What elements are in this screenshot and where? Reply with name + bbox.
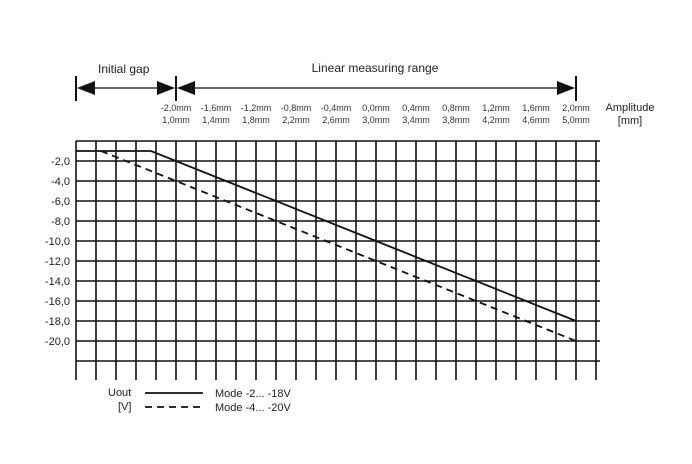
y-tick-label: -8,0 (51, 216, 70, 228)
x-tick-label-bottom: 5,0mm (562, 115, 590, 125)
y-axis-label: Uout (108, 387, 131, 399)
x-tick-label-bottom: 4,6mm (522, 115, 550, 125)
legend-label: Mode -2... -18V (215, 388, 291, 400)
x-tick-label-top: 0,0mm (362, 103, 390, 113)
x-tick-label-bottom: 2,2mm (282, 115, 310, 125)
arrowhead (77, 81, 95, 95)
x-tick-label-bottom: 1,0mm (162, 115, 190, 125)
linear-range-label: Linear measuring range (312, 61, 439, 75)
y-tick-label: -12,0 (45, 256, 70, 268)
x-tick-label-top: 0,4mm (402, 103, 430, 113)
x-tick-label-bottom: 3,4mm (402, 115, 430, 125)
arrowhead (557, 81, 575, 95)
series-line-1 (76, 150, 577, 322)
y-tick-label: -14,0 (45, 276, 70, 288)
y-axis-unit: [V] (118, 401, 131, 413)
x-tick-label-top: 1,6mm (522, 103, 550, 113)
y-tick-label: -4,0 (51, 176, 70, 188)
x-tick-label-bottom: 3,0mm (362, 115, 390, 125)
x-tick-label-top: -0,4mm (321, 103, 352, 113)
initial-gap-label: Initial gap (98, 62, 150, 76)
x-tick-label-top: -1,2mm (241, 103, 272, 113)
y-tick-label: -20,0 (45, 336, 70, 348)
x-tick-label-top: 2,0mm (562, 103, 590, 113)
arrowhead (157, 81, 175, 95)
series-line-2 (100, 150, 577, 342)
x-tick-label-bottom: 4,2mm (482, 115, 510, 125)
x-tick-label-top: -1,6mm (201, 103, 232, 113)
x-tick-label-bottom: 3,8mm (442, 115, 470, 125)
x-tick-label-bottom: 2,6mm (322, 115, 350, 125)
x-tick-label-top: 1,2mm (482, 103, 510, 113)
x-tick-label-top: -0,8mm (281, 103, 312, 113)
x-axis-label: Amplitude (606, 102, 655, 114)
legend-label: Mode -4... -20V (215, 402, 291, 414)
x-tick-label-bottom: 1,4mm (202, 115, 230, 125)
x-tick-label-top: -2,0mm (161, 103, 192, 113)
y-tick-label: -16,0 (45, 296, 70, 308)
y-tick-label: -10,0 (45, 236, 70, 248)
y-tick-label: -2,0 (51, 156, 70, 168)
x-axis-unit: [mm] (618, 115, 642, 127)
y-tick-label: -6,0 (51, 196, 70, 208)
y-tick-label: -18,0 (45, 316, 70, 328)
x-tick-label-top: 0,8mm (442, 103, 470, 113)
arrowhead (177, 81, 195, 95)
x-tick-label-bottom: 1,8mm (242, 115, 270, 125)
